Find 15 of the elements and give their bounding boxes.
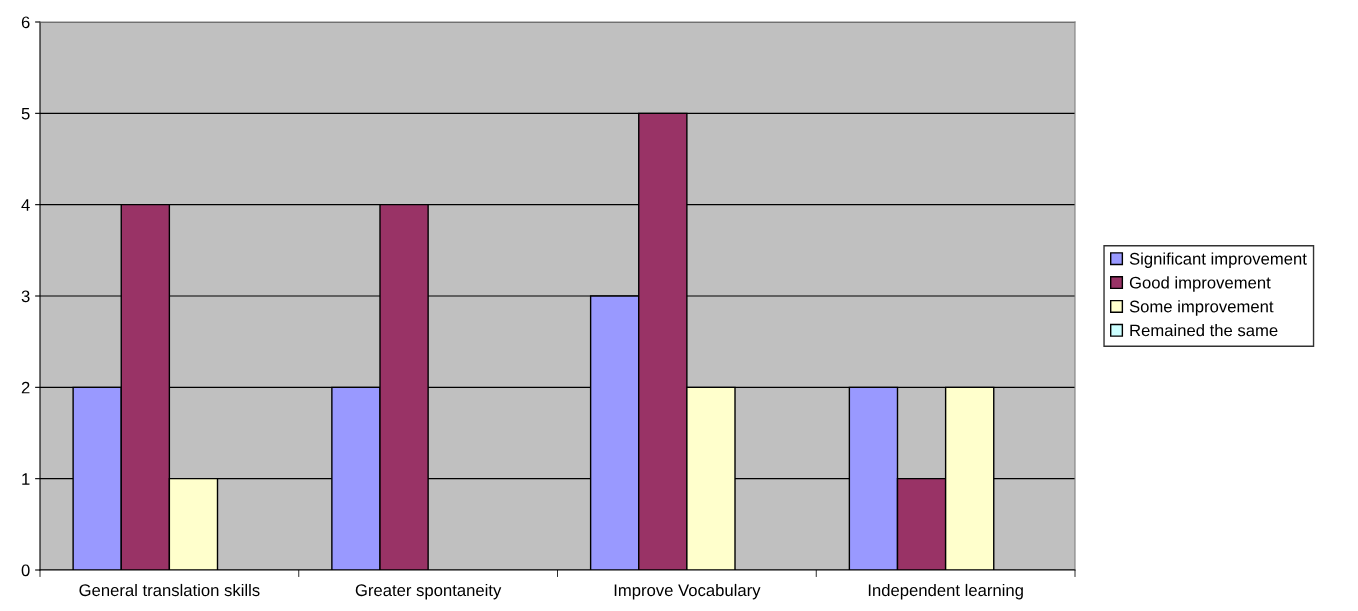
y-tick-label: 6	[21, 16, 30, 29]
y-tick-label: 5	[21, 107, 30, 120]
x-tick-label: General translation skills	[79, 583, 260, 597]
x-tick-label: Independent learning	[868, 583, 1023, 600]
y-tick-label: 4	[21, 199, 30, 211]
legend-label: Remained the same	[1130, 324, 1278, 337]
x-tick-label: Improve Vocabulary	[614, 583, 761, 600]
legend-label: Some improvement	[1129, 300, 1274, 316]
legend-label: Significant improvement	[1129, 252, 1307, 268]
legend-label: Good improvement	[1129, 276, 1271, 292]
y-tick-label: 3	[21, 290, 30, 303]
y-tick-label: 2	[21, 381, 30, 394]
x-tick-label: Greater spontaneity	[355, 583, 502, 600]
y-tick-label: 0	[21, 564, 30, 577]
y-tick-label: 1	[22, 473, 30, 485]
